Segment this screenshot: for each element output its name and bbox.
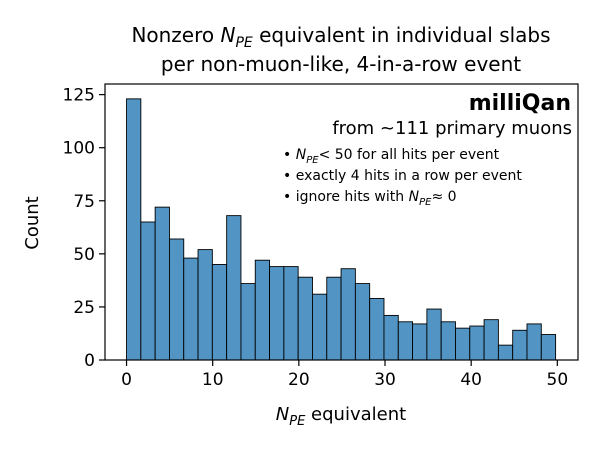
x-axis-label: NPE equivalent bbox=[276, 404, 406, 429]
histogram-bar bbox=[197, 249, 213, 361]
histogram-bar bbox=[126, 98, 142, 361]
chart-title-line-2: per non-muon-like, 4-in-a-row event bbox=[161, 52, 521, 76]
note-line-1: • NPE< 50 for all hits per event bbox=[283, 147, 500, 166]
x-tick-label: 10 bbox=[202, 370, 224, 390]
histogram-bar bbox=[297, 276, 313, 361]
x-tick-label: 20 bbox=[288, 370, 310, 390]
y-tick-label: 125 bbox=[63, 86, 95, 106]
x-tick-label: 0 bbox=[121, 370, 132, 390]
histogram-bar bbox=[455, 327, 471, 361]
histogram-bar bbox=[440, 321, 456, 361]
histogram-bar bbox=[497, 344, 514, 361]
histogram-bar bbox=[168, 238, 185, 361]
chart-title: Nonzero NPE equivalent in individual sla… bbox=[131, 23, 550, 76]
histogram-bar bbox=[254, 259, 271, 361]
histogram-bar bbox=[426, 308, 442, 361]
histogram-bar bbox=[140, 221, 156, 361]
note-line-2: • exactly 4 hits in a row per event bbox=[283, 168, 522, 184]
histogram-bar bbox=[226, 215, 242, 361]
source-note: from ~111 primary muons bbox=[332, 118, 572, 139]
y-axis-label: Count bbox=[22, 196, 43, 249]
plot-area-frame bbox=[104, 83, 579, 361]
annotation-box: milliQan from ~111 primary muons • NPE< … bbox=[283, 91, 572, 208]
histogram-bar bbox=[397, 321, 414, 361]
histogram-bar bbox=[326, 276, 342, 361]
histogram-bar bbox=[312, 293, 328, 361]
histogram-bar bbox=[340, 268, 356, 361]
histogram-bar bbox=[154, 206, 170, 361]
y-axis-ticks: 0 25 50 75 100 125 bbox=[63, 86, 105, 371]
histogram-bar bbox=[512, 329, 528, 361]
histogram-bar bbox=[354, 283, 371, 361]
histogram-bar bbox=[211, 264, 228, 361]
chart-title-line-1: Nonzero NPE equivalent in individual sla… bbox=[131, 23, 550, 51]
y-tick-label: 50 bbox=[73, 245, 95, 265]
histogram-bar bbox=[183, 257, 199, 361]
histogram-bar bbox=[240, 283, 256, 361]
x-axis-ticks: 0 10 20 30 40 50 bbox=[121, 360, 568, 390]
note-line-3: • ignore hits with NPE≈ 0 bbox=[283, 189, 457, 208]
histogram-bar bbox=[383, 314, 399, 361]
histogram-bar bbox=[483, 319, 499, 361]
histogram-bar bbox=[412, 323, 428, 361]
x-tick-label: 30 bbox=[374, 370, 396, 390]
histogram-bar bbox=[369, 297, 385, 361]
histogram-bar bbox=[283, 266, 299, 361]
histogram-bar bbox=[540, 334, 557, 361]
histogram-bar bbox=[269, 266, 285, 361]
y-tick-label: 75 bbox=[73, 192, 95, 212]
histogram-bars bbox=[126, 98, 557, 361]
y-tick-label: 100 bbox=[63, 139, 95, 159]
histogram-bar bbox=[469, 325, 485, 361]
y-tick-label: 25 bbox=[73, 298, 95, 318]
histogram-bar bbox=[526, 323, 542, 361]
x-tick-label: 50 bbox=[547, 370, 569, 390]
brand-label: milliQan bbox=[469, 91, 571, 116]
x-tick-label: 40 bbox=[460, 370, 482, 390]
y-tick-label: 0 bbox=[84, 351, 95, 371]
